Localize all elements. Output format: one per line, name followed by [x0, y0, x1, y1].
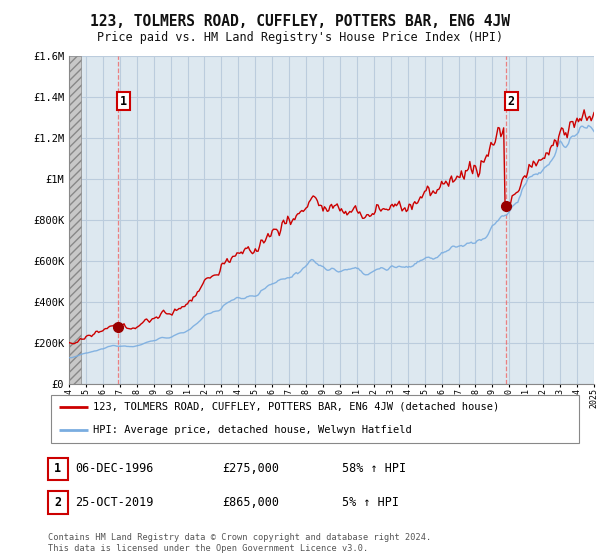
Text: 2: 2	[55, 496, 61, 509]
Text: 1: 1	[120, 95, 127, 108]
Text: Price paid vs. HM Land Registry's House Price Index (HPI): Price paid vs. HM Land Registry's House …	[97, 31, 503, 44]
Text: Contains HM Land Registry data © Crown copyright and database right 2024.
This d: Contains HM Land Registry data © Crown c…	[48, 533, 431, 553]
Text: 06-DEC-1996: 06-DEC-1996	[75, 462, 154, 475]
Text: HPI: Average price, detached house, Welwyn Hatfield: HPI: Average price, detached house, Welw…	[94, 425, 412, 435]
Text: £865,000: £865,000	[222, 496, 279, 509]
Bar	[69, 56, 81, 384]
Text: 2: 2	[508, 95, 515, 108]
Text: 123, TOLMERS ROAD, CUFFLEY, POTTERS BAR, EN6 4JW (detached house): 123, TOLMERS ROAD, CUFFLEY, POTTERS BAR,…	[94, 402, 500, 412]
FancyBboxPatch shape	[50, 395, 580, 442]
Text: 5% ↑ HPI: 5% ↑ HPI	[342, 496, 399, 509]
Text: 25-OCT-2019: 25-OCT-2019	[75, 496, 154, 509]
Text: 58% ↑ HPI: 58% ↑ HPI	[342, 462, 406, 475]
Text: £275,000: £275,000	[222, 462, 279, 475]
Text: 1: 1	[55, 462, 61, 475]
Text: 123, TOLMERS ROAD, CUFFLEY, POTTERS BAR, EN6 4JW: 123, TOLMERS ROAD, CUFFLEY, POTTERS BAR,…	[90, 14, 510, 29]
